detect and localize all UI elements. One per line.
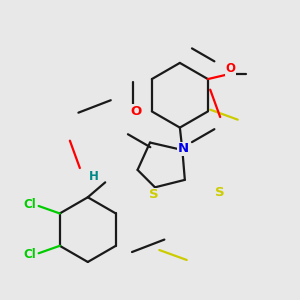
Text: S: S [215, 186, 224, 199]
Text: O: O [131, 105, 142, 118]
Text: N: N [178, 142, 189, 155]
Text: S: S [149, 188, 158, 201]
Text: O: O [225, 62, 235, 75]
Text: Cl: Cl [23, 198, 36, 211]
Text: H: H [89, 169, 99, 183]
Text: Cl: Cl [23, 248, 36, 261]
